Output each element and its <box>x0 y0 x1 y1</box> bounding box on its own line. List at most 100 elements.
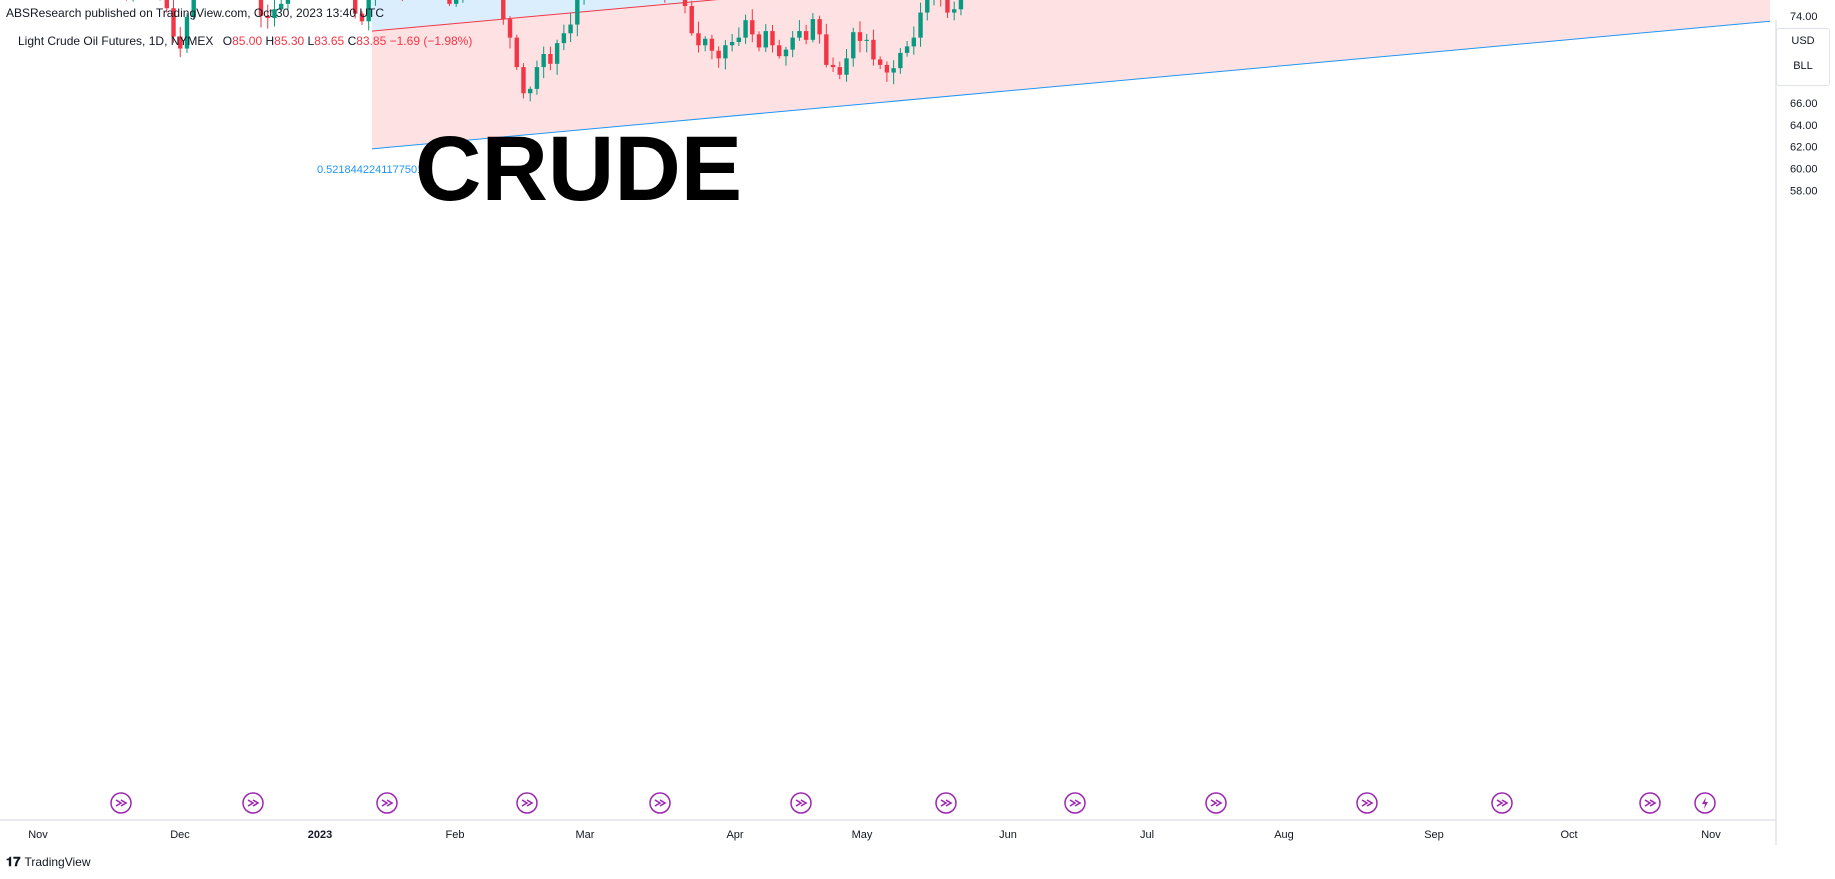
arrow-icon <box>115 799 128 807</box>
candle <box>265 4 270 29</box>
candle <box>857 21 863 53</box>
x-axis[interactable]: Nov Dec 2023 Feb Mar Apr May Jun Jul Aug Sep Oct Nov <box>28 829 1721 841</box>
candle-body <box>817 19 822 35</box>
candle <box>521 63 526 99</box>
event-marker-icon[interactable] <box>649 792 671 814</box>
candle <box>501 0 506 25</box>
candle <box>790 30 795 58</box>
arrow-icon <box>1644 799 1657 807</box>
x-tick-label: Feb <box>446 829 465 841</box>
regression-channel: 0.5218442241177501 <box>317 0 1771 176</box>
candle <box>514 34 519 70</box>
arrow-icon <box>381 799 394 807</box>
event-marker-icon[interactable] <box>935 792 957 814</box>
event-markers <box>110 792 1716 814</box>
candle <box>575 0 580 37</box>
x-tick-label: Sep <box>1424 829 1444 841</box>
event-marker-icon[interactable] <box>242 792 264 814</box>
x-tick-label: Oct <box>1560 829 1577 841</box>
event-marker-icon[interactable] <box>1064 792 1086 814</box>
candle <box>952 1 957 21</box>
currency-label[interactable]: USD <box>1791 35 1815 47</box>
candle <box>736 27 742 46</box>
candle-body <box>514 37 519 68</box>
candle <box>568 13 573 43</box>
candle <box>945 0 950 19</box>
candle <box>716 46 721 68</box>
candle <box>918 2 923 47</box>
event-marker-icon[interactable] <box>1356 792 1378 814</box>
candle <box>763 24 768 53</box>
x-tick-label: Jun <box>999 829 1017 841</box>
candle <box>541 46 546 79</box>
symbol-info: Light Crude Oil Futures, 1D, NYMEX O85.0… <box>18 34 472 48</box>
candle-body <box>918 12 923 38</box>
y-tick-label: 60.00 <box>1790 164 1818 176</box>
candle-body <box>258 0 264 16</box>
candle-body <box>891 68 896 73</box>
x-tick-label: Jul <box>1140 829 1154 841</box>
change-value: −1.69 (−1.98%) <box>389 34 473 48</box>
arrow-icon <box>521 799 534 807</box>
x-tick-label: Nov <box>1701 829 1721 841</box>
event-marker-icon[interactable] <box>376 792 398 814</box>
candle-body <box>877 59 883 65</box>
candle <box>285 0 291 10</box>
event-marker-icon[interactable] <box>1639 792 1661 814</box>
candle-body <box>366 0 371 22</box>
tradingview-logo-icon[interactable]: 𝟏𝟕 <box>6 854 21 869</box>
event-marker-icon[interactable] <box>1694 792 1716 814</box>
candles <box>125 0 964 102</box>
candle-body <box>184 16 190 49</box>
event-marker-icon[interactable] <box>516 792 538 814</box>
candle-body <box>716 50 721 59</box>
close-label: C <box>347 34 357 48</box>
candle-body <box>898 52 903 69</box>
candle <box>729 33 735 52</box>
candle-body <box>561 33 567 44</box>
x-tick-label: Mar <box>576 829 595 841</box>
currency-unit-box[interactable]: USD BLL <box>1776 28 1830 86</box>
candle-body <box>501 0 506 20</box>
unit-label[interactable]: BLL <box>1793 60 1813 72</box>
candle-body <box>763 31 768 48</box>
lightning-icon <box>1702 797 1708 809</box>
candle <box>940 0 942 7</box>
candle <box>803 24 809 45</box>
candle-body <box>844 58 849 75</box>
candle-body <box>453 0 459 4</box>
candle-body <box>534 67 540 89</box>
candle-body <box>884 64 890 73</box>
candle <box>534 60 540 95</box>
open-value: 85.00 <box>232 34 263 48</box>
x-tick-label: Dec <box>170 829 190 841</box>
candle <box>837 61 842 80</box>
event-marker-icon[interactable] <box>1491 792 1513 814</box>
x-tick-label: May <box>852 829 873 841</box>
candle <box>702 36 708 52</box>
candle <box>756 31 762 52</box>
channel-lower-line <box>371 20 1771 150</box>
candle-body <box>359 13 365 22</box>
candle-body <box>777 45 782 57</box>
candle-body <box>541 53 546 68</box>
candle <box>933 0 935 6</box>
footer: 𝟏𝟕 TradingView <box>6 854 91 870</box>
candle-body <box>864 39 869 41</box>
candle-body <box>164 0 169 9</box>
candle-body <box>696 33 701 46</box>
candle-body <box>507 19 513 38</box>
candle-body <box>447 0 452 4</box>
arrow-icon <box>795 799 808 807</box>
candle <box>696 21 701 53</box>
candle-body <box>904 46 910 53</box>
event-marker-icon[interactable] <box>790 792 812 814</box>
footer-brand[interactable]: TradingView <box>24 855 91 869</box>
event-marker-icon[interactable] <box>1205 792 1227 814</box>
event-marker-icon[interactable] <box>110 792 132 814</box>
candle <box>554 39 560 75</box>
publisher-line: ABSResearch published on TradingView.com… <box>6 6 384 20</box>
candle-body <box>851 32 856 59</box>
